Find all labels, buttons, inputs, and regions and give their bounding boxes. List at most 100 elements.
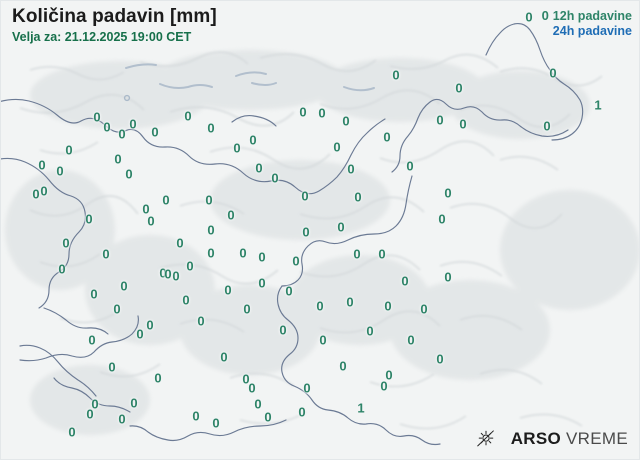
station-value: 0 (249, 132, 257, 148)
station-value: 0 (227, 207, 235, 223)
station-value: 0 (543, 118, 551, 134)
station-value: 0 (147, 213, 155, 229)
station-value: 0 (406, 158, 414, 174)
valid-time-subtitle: Velja za: 21.12.2025 19:00 CET (12, 30, 192, 44)
header: Količina padavin [mm] Velja za: 21.12.20… (12, 6, 217, 45)
station-value: 0 (285, 283, 293, 299)
station-value: 0 (162, 192, 170, 208)
station-value: 0 (154, 370, 162, 386)
logo-text: ARSO VREME (511, 429, 628, 449)
station-value: 0 (301, 188, 309, 204)
station-value: 0 (243, 301, 251, 317)
station-value: 0 (113, 301, 121, 317)
station-value: 0 (346, 294, 354, 310)
station-value: 0 (319, 332, 327, 348)
station-value: 0 (380, 378, 388, 394)
station-value: 0 (392, 67, 400, 83)
station-value: 0 (172, 268, 180, 284)
station-value: 0 (176, 235, 184, 251)
station-value: 0 (91, 396, 99, 412)
station-value: 0 (88, 332, 96, 348)
station-value: 0 (316, 298, 324, 314)
logo-brand-light: VREME (561, 429, 628, 448)
station-value: 0 (40, 183, 48, 199)
station-value: 0 (242, 371, 250, 387)
station-value: 0 (32, 186, 40, 202)
station-value: 0 (436, 351, 444, 367)
legend-row-24h: 24h padavine (542, 24, 632, 39)
station-value: 0 (455, 80, 463, 96)
station-value: 0 (339, 358, 347, 374)
station-value: 0 (207, 222, 215, 238)
station-value: 0 (182, 292, 190, 308)
station-value: 0 (65, 142, 73, 158)
station-value: 0 (337, 219, 345, 235)
station-value: 0 (197, 313, 205, 329)
station-value: 0 (103, 119, 111, 135)
station-value: 0 (68, 424, 76, 440)
station-value: 0 (420, 301, 428, 317)
station-value: 0 (86, 406, 94, 422)
station-value: 0 (130, 395, 138, 411)
station-value: 0 (102, 246, 110, 262)
station-value: 0 (207, 120, 215, 136)
station-value: 0 (444, 185, 452, 201)
station-value: 0 (224, 282, 232, 298)
station-value: 0 (129, 116, 137, 132)
station-value: 0 (258, 275, 266, 291)
station-value: 1 (594, 97, 602, 113)
station-value: 0 (354, 189, 362, 205)
station-value: 0 (254, 396, 262, 412)
legend-label-12h: 12h padavine (552, 9, 632, 23)
station-value: 0 (258, 249, 266, 265)
station-value: 0 (220, 349, 228, 365)
station-value: 0 (85, 211, 93, 227)
station-value: 0 (184, 108, 192, 124)
page-title: Količina padavin [mm] (12, 6, 217, 27)
legend: 0 12h padavine 24h padavine (542, 8, 632, 39)
station-value: 0 (347, 161, 355, 177)
station-value: 0 (383, 129, 391, 145)
legend-row-12h: 0 12h padavine (542, 8, 632, 24)
station-value: 0 (120, 278, 128, 294)
station-value: 0 (384, 298, 392, 314)
station-value: 0 (318, 105, 326, 121)
station-value: 0 (378, 246, 386, 262)
station-value: 0 (90, 286, 98, 302)
station-value: 0 (248, 380, 256, 396)
station-value: 0 (118, 411, 126, 427)
station-value: 0 (299, 104, 307, 120)
station-value: 0 (207, 245, 215, 261)
station-value: 0 (549, 65, 557, 81)
station-value: 0 (205, 192, 213, 208)
station-value: 0 (118, 126, 126, 142)
station-value: 0 (436, 112, 444, 128)
station-value: 0 (407, 332, 415, 348)
station-value: 0 (298, 404, 306, 420)
station-value: 0 (438, 211, 446, 227)
station-value: 0 (125, 166, 133, 182)
station-value: 0 (212, 415, 220, 431)
station-value: 0 (353, 246, 361, 262)
station-value: 0 (303, 380, 311, 396)
station-value: 0 (146, 317, 154, 333)
station-value: 0 (333, 139, 341, 155)
station-value: 0 (525, 9, 533, 25)
station-value: 0 (114, 151, 122, 167)
station-value: 0 (444, 269, 452, 285)
station-value: 0 (459, 116, 467, 132)
legend-swatch-12h: 0 (541, 8, 549, 23)
station-value: 0 (136, 326, 144, 342)
station-value: 0 (271, 170, 279, 186)
station-value: 1 (357, 400, 365, 416)
station-value: 0 (255, 160, 263, 176)
station-value: 0 (342, 113, 350, 129)
station-value: 0 (239, 245, 247, 261)
station-value: 0 (264, 409, 272, 425)
legend-label-24h: 24h padavine (552, 24, 632, 38)
station-value: 0 (62, 235, 70, 251)
station-value: 0 (366, 323, 374, 339)
